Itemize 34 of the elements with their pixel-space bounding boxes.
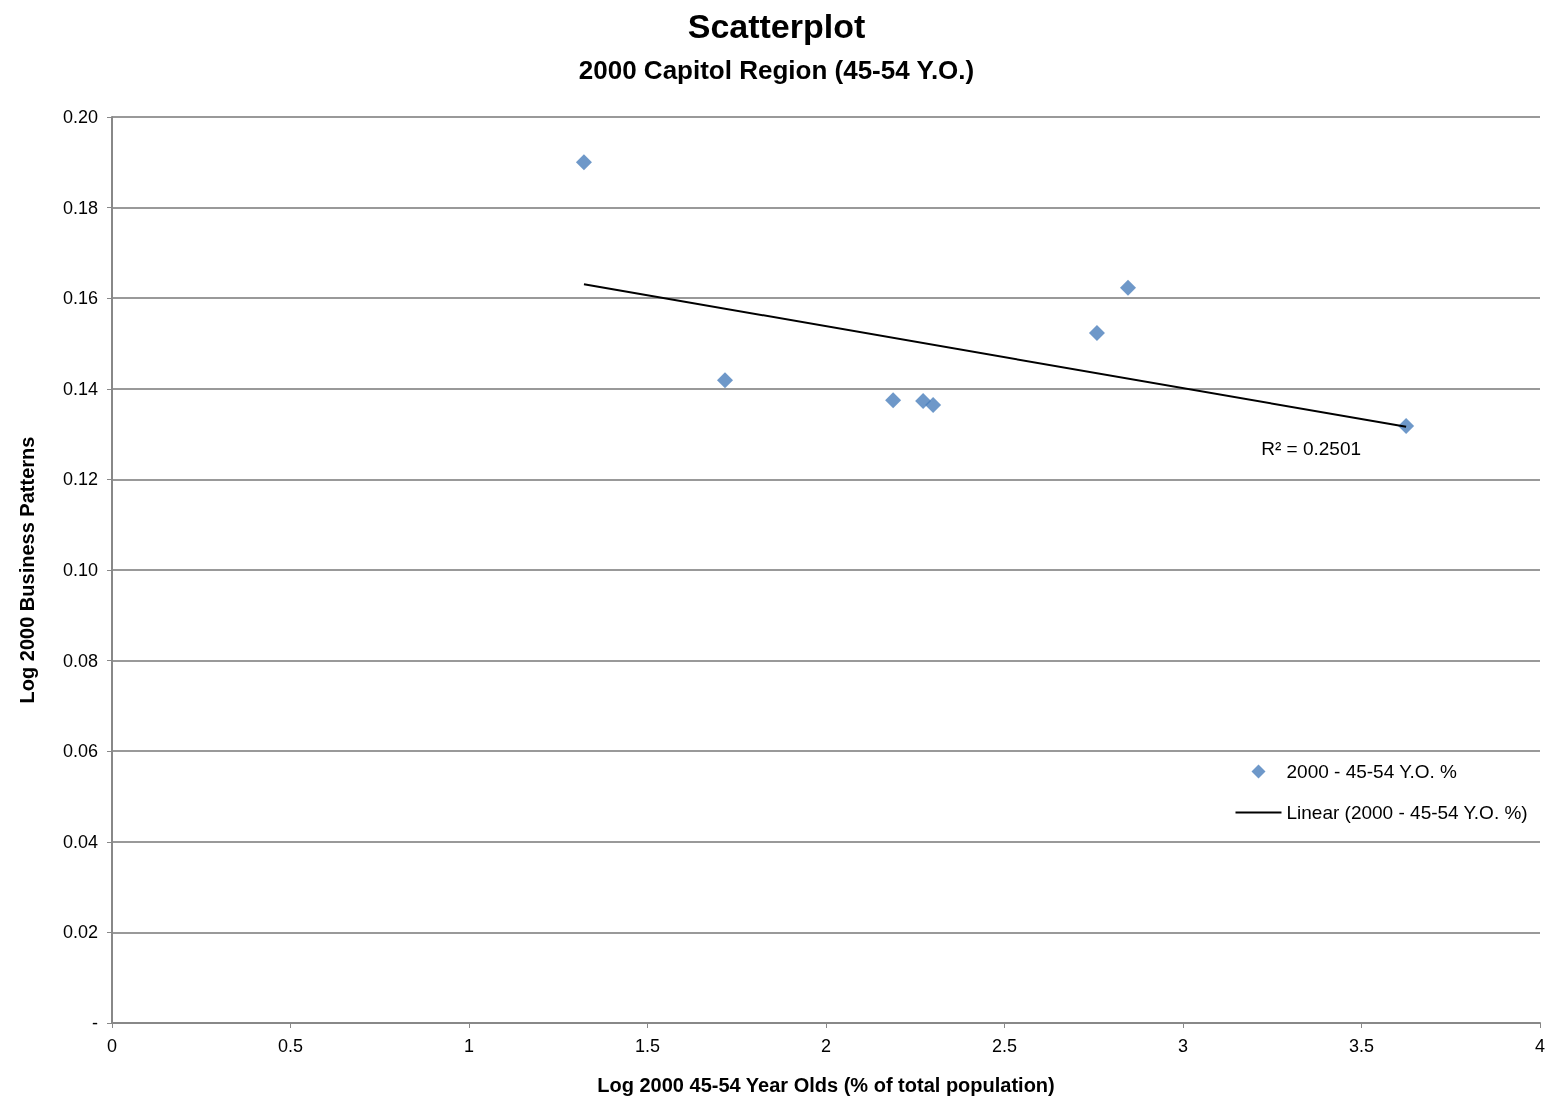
point bbox=[925, 397, 942, 414]
y-tick-label: - bbox=[92, 1013, 98, 1033]
y-tick-label: 0.10 bbox=[62, 560, 98, 580]
chart-title: Scatterplot bbox=[687, 7, 866, 45]
x-tick-label: 1 bbox=[463, 1036, 475, 1056]
x-tick-label: 0 bbox=[106, 1036, 118, 1056]
y-tick-label: 0.12 bbox=[62, 469, 98, 490]
x-tick-label: 3 bbox=[1177, 1036, 1189, 1056]
y-tick-label: 0.16 bbox=[62, 288, 98, 309]
chart-subtitle: 2000 Capitol Region (45-54 Y.O.) bbox=[578, 55, 975, 85]
x-tick-label: 2.5 bbox=[991, 1036, 1018, 1056]
legend-label: 2000 - 45-54 Y.O. % bbox=[1286, 761, 1458, 782]
y-tick-label: 0.18 bbox=[62, 197, 98, 218]
y-tick-label: 0.06 bbox=[62, 741, 98, 762]
point bbox=[716, 372, 733, 389]
legend-label: Linear (2000 - 45-54 Y.O. %) bbox=[1286, 802, 1528, 823]
point bbox=[1120, 279, 1137, 296]
point bbox=[915, 393, 932, 410]
x-tick-label: 3.5 bbox=[1348, 1036, 1375, 1056]
y-tick-label: 0.02 bbox=[62, 922, 98, 943]
y-axis-title: Log 2000 Business Patterns bbox=[16, 436, 38, 704]
point bbox=[885, 392, 902, 409]
point bbox=[1088, 325, 1105, 342]
y-tick-label: 0.14 bbox=[62, 378, 98, 399]
point bbox=[575, 154, 592, 171]
x-tick-label: 2 bbox=[820, 1036, 832, 1056]
x-tick-label: 4 bbox=[1534, 1036, 1546, 1056]
y-tick-label: 0.08 bbox=[62, 650, 98, 671]
y-tick-label: 0.04 bbox=[62, 831, 98, 852]
x-axis-title: Log 2000 45-54 Year Olds (% of total population) bbox=[597, 1074, 1055, 1096]
annotation: R² = 0.2501 bbox=[1261, 438, 1362, 460]
x-tick-label: 0.5 bbox=[277, 1036, 304, 1056]
y-tick-label: 0.20 bbox=[62, 107, 98, 127]
x-tick-label: 1.5 bbox=[634, 1036, 661, 1056]
